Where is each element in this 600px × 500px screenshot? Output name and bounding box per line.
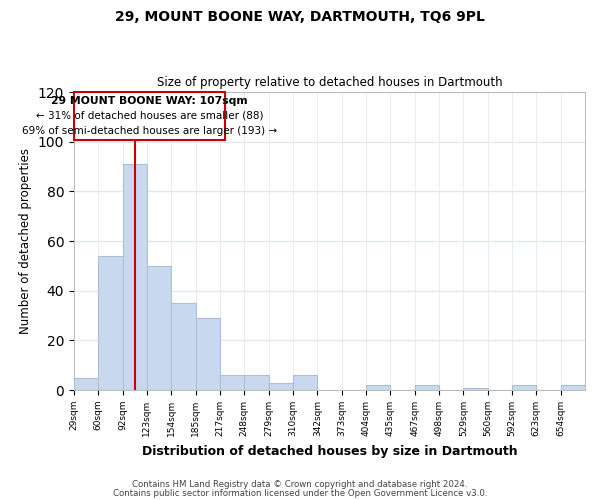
Bar (196, 318, 220, 390)
Bar (171, 303, 196, 390)
X-axis label: Distribution of detached houses by size in Dartmouth: Distribution of detached houses by size … (142, 444, 517, 458)
Bar (415, 385, 439, 390)
Text: 69% of semi-detached houses are larger (193) →: 69% of semi-detached houses are larger (… (22, 126, 277, 136)
Bar (269, 382, 293, 390)
Text: Contains HM Land Registry data © Crown copyright and database right 2024.: Contains HM Land Registry data © Crown c… (132, 480, 468, 489)
Text: Contains public sector information licensed under the Open Government Licence v3: Contains public sector information licen… (113, 488, 487, 498)
Title: Size of property relative to detached houses in Dartmouth: Size of property relative to detached ho… (157, 76, 502, 90)
Text: 29 MOUNT BOONE WAY: 107sqm: 29 MOUNT BOONE WAY: 107sqm (51, 96, 248, 106)
Bar (147, 266, 171, 390)
Y-axis label: Number of detached properties: Number of detached properties (19, 148, 32, 334)
Text: 29, MOUNT BOONE WAY, DARTMOUTH, TQ6 9PL: 29, MOUNT BOONE WAY, DARTMOUTH, TQ6 9PL (115, 10, 485, 24)
Bar (74, 92, 225, 140)
Bar (366, 385, 391, 390)
Bar (74, 378, 98, 390)
Bar (220, 375, 244, 390)
Bar (98, 256, 122, 390)
Bar (560, 385, 585, 390)
Bar (463, 388, 488, 390)
Bar (293, 375, 317, 390)
Text: ← 31% of detached houses are smaller (88): ← 31% of detached houses are smaller (88… (35, 110, 263, 120)
Bar (122, 164, 147, 390)
Bar (512, 385, 536, 390)
Bar (244, 375, 269, 390)
